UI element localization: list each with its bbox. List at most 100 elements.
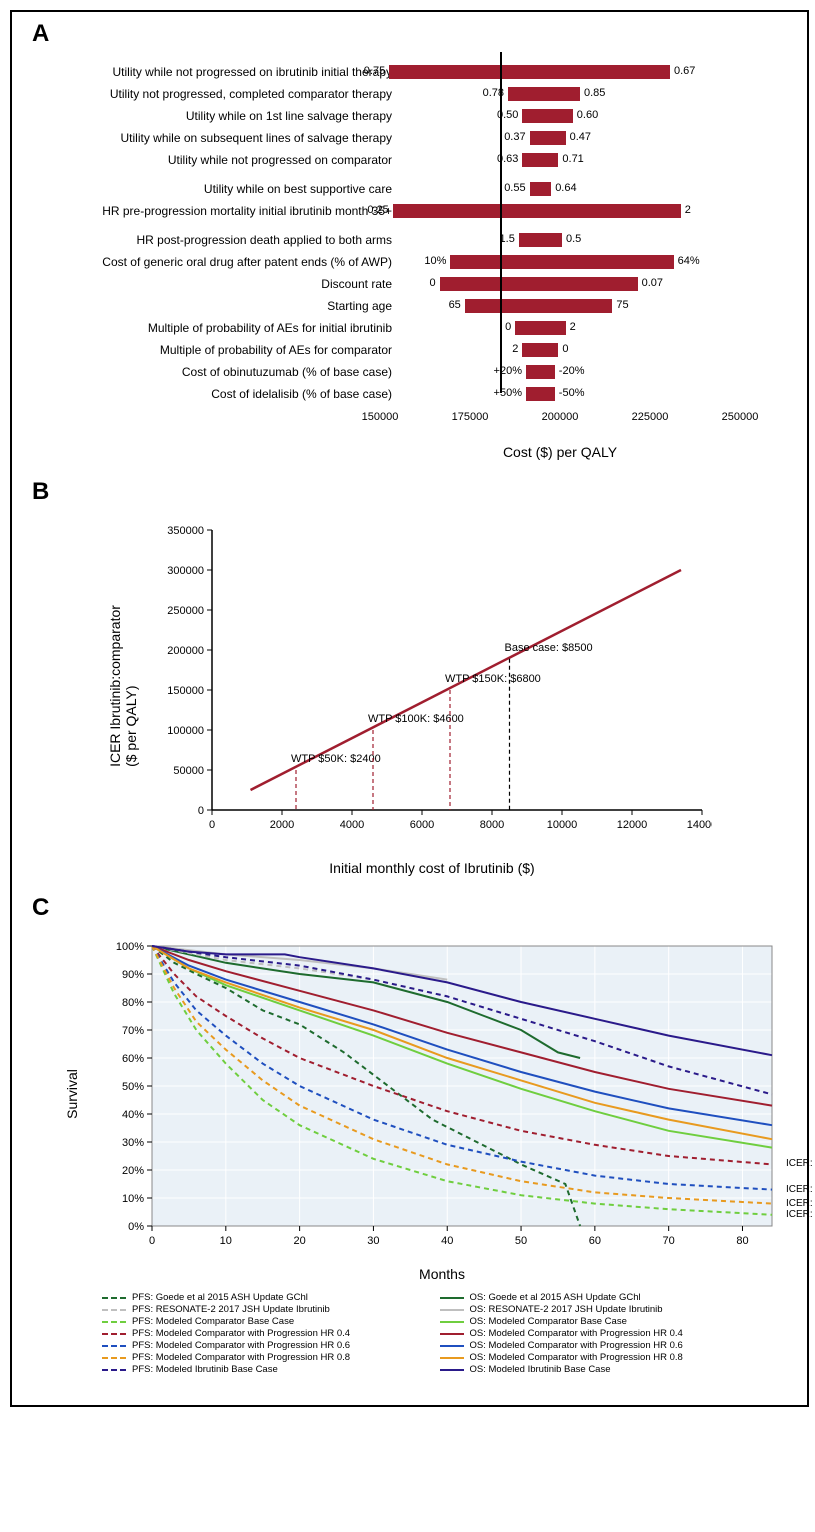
svg-text:14000: 14000 bbox=[687, 819, 712, 831]
tornado-bar-area: 0.370.47 bbox=[400, 129, 760, 147]
legend-item: PFS: Modeled Ibrutinib Base Case bbox=[102, 1364, 430, 1375]
tornado-row: Utility while on best supportive care0.5… bbox=[52, 179, 787, 198]
svg-text:80: 80 bbox=[736, 1235, 748, 1247]
svg-text:8000: 8000 bbox=[480, 819, 504, 831]
legend-label: OS: Modeled Comparator with Progression … bbox=[470, 1352, 683, 1363]
tornado-tick: 150000 bbox=[362, 411, 399, 423]
svg-text:2000: 2000 bbox=[270, 819, 294, 831]
tornado-val-right: -20% bbox=[559, 365, 585, 377]
svg-text:WTP $50K: $2400: WTP $50K: $2400 bbox=[291, 753, 381, 765]
tornado-bar-area: 0.252 bbox=[400, 202, 760, 220]
tornado-bar-left bbox=[522, 153, 540, 167]
tornado-row-label: HR pre-progression mortality initial ibr… bbox=[52, 204, 400, 218]
icer-label: ICER: $407,000 bbox=[786, 1158, 815, 1169]
tornado-val-left: 2 bbox=[512, 343, 518, 355]
tornado-row: Utility while on subsequent lines of sal… bbox=[52, 128, 787, 147]
tornado-row-label: Multiple of probability of AEs for compa… bbox=[52, 343, 400, 357]
tornado-bar-area: 20 bbox=[400, 341, 760, 359]
svg-text:50: 50 bbox=[515, 1235, 527, 1247]
svg-text:0: 0 bbox=[198, 805, 204, 817]
tornado-bar-left bbox=[515, 321, 540, 335]
svg-text:10000: 10000 bbox=[547, 819, 578, 831]
tornado-val-left: +20% bbox=[494, 365, 522, 377]
legend-item: PFS: RESONATE-2 2017 JSH Update Ibrutini… bbox=[102, 1304, 430, 1315]
svg-text:0: 0 bbox=[149, 1235, 155, 1247]
tornado-val-right: 75 bbox=[616, 299, 628, 311]
tornado-bar-right bbox=[540, 87, 580, 101]
icer-label: ICER: $263,000 bbox=[786, 1184, 815, 1195]
tornado-bar-right bbox=[540, 321, 565, 335]
legend-item: OS: RESONATE-2 2017 JSH Update Ibrutinib bbox=[440, 1304, 768, 1315]
svg-text:6000: 6000 bbox=[410, 819, 434, 831]
tornado-row-label: Multiple of probability of AEs for initi… bbox=[52, 321, 400, 335]
legend-label: OS: Modeled Comparator with Progression … bbox=[470, 1340, 683, 1351]
tornado-bar-right bbox=[540, 204, 680, 218]
legend-item: PFS: Modeled Comparator with Progression… bbox=[102, 1352, 430, 1363]
legend-item: OS: Modeled Comparator with Progression … bbox=[440, 1328, 768, 1339]
svg-text:0%: 0% bbox=[128, 1221, 144, 1233]
legend-item: PFS: Modeled Comparator with Progression… bbox=[102, 1328, 430, 1339]
legend-item: PFS: Modeled Comparator Base Case bbox=[102, 1316, 430, 1327]
legend-label: PFS: RESONATE-2 2017 JSH Update Ibrutini… bbox=[132, 1304, 330, 1315]
legend-label: OS: Modeled Comparator with Progression … bbox=[470, 1328, 683, 1339]
svg-text:10%: 10% bbox=[122, 1193, 144, 1205]
tornado-bar-left bbox=[393, 204, 541, 218]
tornado-bar-area: 1.50.5 bbox=[400, 231, 760, 249]
tornado-bar-left bbox=[526, 387, 540, 401]
tornado-row: Utility while not progressed on comparat… bbox=[52, 150, 787, 169]
tornado-bar-left bbox=[526, 365, 540, 379]
tornado-row: HR post-progression death applied to bot… bbox=[52, 230, 787, 249]
tornado-tick: 225000 bbox=[632, 411, 669, 423]
svg-text:70%: 70% bbox=[122, 1025, 144, 1037]
legend-swatch bbox=[102, 1369, 126, 1371]
tornado-bar-left bbox=[440, 277, 541, 291]
tornado-val-right: -50% bbox=[559, 387, 585, 399]
tornado-bar-left bbox=[522, 109, 540, 123]
tornado-row-label: HR post-progression death applied to bot… bbox=[52, 233, 400, 247]
svg-text:80%: 80% bbox=[122, 997, 144, 1009]
tornado-row: Starting age6575 bbox=[52, 296, 787, 315]
tornado-bar-area: 00.07 bbox=[400, 275, 760, 293]
chart-b-xlabel: Initial monthly cost of Ibrutinib ($) bbox=[152, 860, 712, 876]
tornado-val-left: 0.37 bbox=[504, 131, 525, 143]
tornado-val-left: +50% bbox=[494, 387, 522, 399]
figure-container: A Utility while not progressed on ibruti… bbox=[10, 10, 809, 1407]
tornado-bar-area: 10%64% bbox=[400, 253, 760, 271]
legend-swatch bbox=[440, 1369, 464, 1371]
svg-text:12000: 12000 bbox=[617, 819, 648, 831]
legend-item: PFS: Goede et al 2015 ASH Update GChl bbox=[102, 1292, 430, 1303]
tornado-val-right: 0.71 bbox=[562, 153, 583, 165]
chart-c-svg: 010203040506070800%10%20%30%40%50%60%70%… bbox=[102, 936, 782, 1256]
legend-swatch bbox=[440, 1345, 464, 1347]
tornado-bar-area: 0.500.60 bbox=[400, 107, 760, 125]
tornado-center-line bbox=[500, 52, 502, 393]
tornado-tick: 175000 bbox=[452, 411, 489, 423]
tornado-row-label: Utility while not progressed on comparat… bbox=[52, 153, 400, 167]
tornado-row-label: Cost of idelalisib (% of base case) bbox=[52, 387, 400, 401]
tornado-row: Utility while not progressed on ibrutini… bbox=[52, 62, 787, 81]
svg-text:Base case: $8500: Base case: $8500 bbox=[505, 642, 593, 654]
tornado-val-right: 0.60 bbox=[577, 109, 598, 121]
tornado-bar-left bbox=[389, 65, 540, 79]
legend-item: OS: Modeled Comparator with Progression … bbox=[440, 1340, 768, 1351]
svg-text:300000: 300000 bbox=[167, 565, 204, 577]
tornado-row-label: Utility while not progressed on ibrutini… bbox=[52, 65, 400, 79]
tornado-chart: Utility while not progressed on ibrutini… bbox=[52, 62, 787, 403]
tornado-bar-right bbox=[540, 365, 554, 379]
tornado-bar-area: 0.550.64 bbox=[400, 180, 760, 198]
svg-text:250000: 250000 bbox=[167, 605, 204, 617]
legend-item: OS: Modeled Comparator with Progression … bbox=[440, 1352, 768, 1363]
svg-text:20: 20 bbox=[293, 1235, 305, 1247]
tornado-row-label: Utility while on 1st line salvage therap… bbox=[52, 109, 400, 123]
tornado-row: HR pre-progression mortality initial ibr… bbox=[52, 201, 787, 220]
panel-a: A Utility while not progressed on ibruti… bbox=[12, 12, 807, 470]
tornado-tick: 250000 bbox=[722, 411, 759, 423]
tornado-row-label: Utility while on best supportive care bbox=[52, 182, 400, 196]
tornado-bar-area: 0.630.71 bbox=[400, 151, 760, 169]
legend-swatch bbox=[102, 1309, 126, 1311]
tornado-bar-area: 02 bbox=[400, 319, 760, 337]
tornado-val-right: 0.85 bbox=[584, 87, 605, 99]
tornado-val-right: 2 bbox=[570, 321, 576, 333]
tornado-bar-right bbox=[540, 299, 612, 313]
tornado-val-right: 0.07 bbox=[642, 277, 663, 289]
